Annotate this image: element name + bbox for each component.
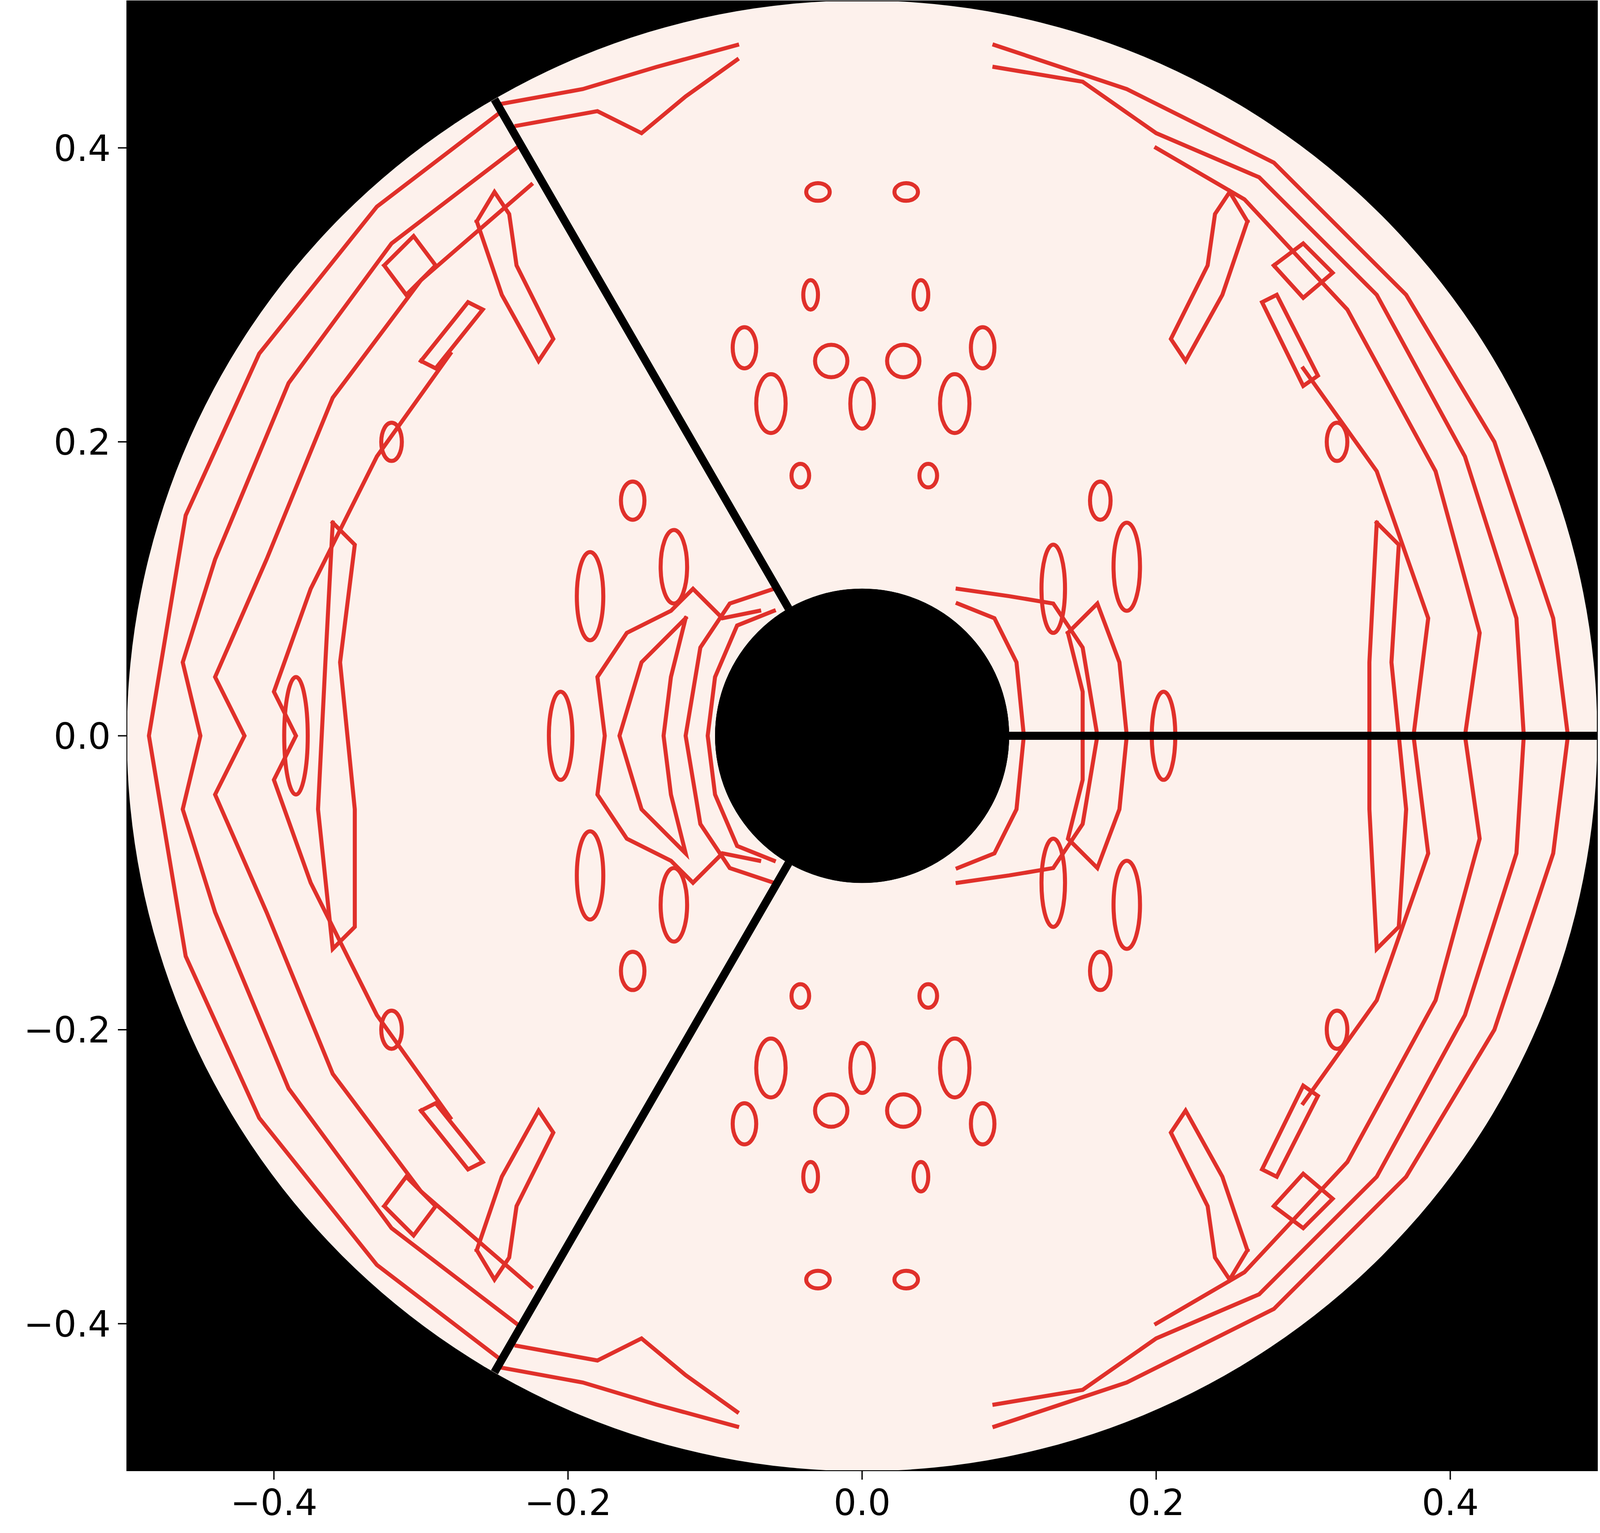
contour-loop xyxy=(1326,422,1348,461)
contour-loop xyxy=(732,327,756,369)
x-tick-label: 0.4 xyxy=(1421,1481,1479,1524)
contour-line xyxy=(1261,294,1319,386)
contour-line xyxy=(215,184,532,1288)
contour-loop xyxy=(660,867,688,942)
y-tick xyxy=(117,1322,127,1325)
contour-line xyxy=(182,147,517,1324)
contour-loop xyxy=(919,984,937,1008)
contour-line xyxy=(1170,191,1248,361)
sector-boundary xyxy=(494,99,789,609)
sector-boundary xyxy=(494,862,789,1373)
contour-loop xyxy=(381,422,402,461)
contour-line xyxy=(384,1176,436,1236)
contour-loop xyxy=(850,1042,874,1093)
y-tick-label: 0.0 xyxy=(53,715,111,758)
x-tick-label: −0.2 xyxy=(524,1481,612,1524)
y-tick xyxy=(117,735,127,737)
contour-loop xyxy=(815,1094,848,1127)
y-tick xyxy=(117,441,127,443)
contour-line xyxy=(420,302,483,369)
y-tick-label: 0.4 xyxy=(53,127,111,170)
contour-loop xyxy=(887,1094,920,1127)
contour-line xyxy=(476,1110,554,1280)
x-tick xyxy=(1449,1470,1452,1480)
x-tick-label: 0.0 xyxy=(833,1481,891,1524)
contour-loop xyxy=(548,691,573,781)
contour-line xyxy=(273,353,451,1119)
contour-loop xyxy=(887,344,920,378)
contour-line xyxy=(1273,1173,1333,1228)
plot-area xyxy=(126,0,1598,1471)
contour-line xyxy=(619,618,686,854)
contour-loop xyxy=(732,1103,756,1145)
contour-loop xyxy=(913,280,929,310)
contour-line xyxy=(501,44,738,104)
contour-loop xyxy=(791,984,810,1008)
chart: −0.4 −0.2 0.0 0.2 0.4 −0.4 −0.2 0.0 0.2 0.4 xyxy=(0,0,1600,1533)
contour-loop xyxy=(381,1010,402,1049)
y-tick-label: 0.2 xyxy=(53,421,111,464)
contour-loop xyxy=(940,1038,970,1098)
contour-loop xyxy=(1326,1010,1348,1049)
contour-loop xyxy=(576,831,604,920)
contour-loop xyxy=(660,529,688,604)
contour-loop xyxy=(1089,481,1111,520)
contour-loop xyxy=(894,182,918,201)
contour-loop xyxy=(850,378,874,429)
y-tick xyxy=(117,1028,127,1031)
contour-loop xyxy=(971,327,995,369)
annulus xyxy=(126,0,1598,1471)
contour-loop xyxy=(1113,860,1141,950)
x-tick-label: 0.2 xyxy=(1127,1481,1185,1524)
contour-loop xyxy=(806,1270,830,1288)
contour-loop xyxy=(913,1162,929,1192)
contour-loop xyxy=(971,1103,995,1145)
contour-line xyxy=(501,1367,738,1427)
x-tick-label: −0.4 xyxy=(230,1481,318,1524)
contour-loop xyxy=(1041,838,1065,927)
contour-loop xyxy=(1113,522,1141,612)
contour-line xyxy=(420,1103,483,1170)
contour-line xyxy=(516,1338,738,1412)
sector-boundary xyxy=(1009,731,1598,740)
contour-loop xyxy=(791,463,810,488)
contour-line xyxy=(1273,243,1333,298)
contour-loop xyxy=(940,374,970,434)
x-tick xyxy=(1155,1470,1158,1480)
contour-line xyxy=(1261,1085,1319,1177)
x-tick xyxy=(567,1470,569,1480)
x-tick xyxy=(273,1470,275,1480)
inner-hole xyxy=(715,588,1010,883)
contour-loop xyxy=(815,344,848,378)
contour-loop xyxy=(1089,951,1111,990)
contour-line xyxy=(317,522,355,950)
contour-loop xyxy=(919,463,937,488)
contour-loop xyxy=(806,182,830,201)
contour-line xyxy=(1170,1110,1248,1280)
contour-loop xyxy=(756,374,786,434)
contour-loop xyxy=(576,551,604,641)
contour-line xyxy=(476,191,554,361)
contour-loop xyxy=(803,1162,819,1192)
contour-loop xyxy=(1041,544,1065,634)
contour-loop xyxy=(284,676,308,795)
contour-loop xyxy=(620,951,645,990)
y-tick-label: −0.4 xyxy=(23,1303,111,1345)
contour-loop xyxy=(756,1038,786,1098)
contour-line xyxy=(384,236,436,295)
contour-loop xyxy=(894,1270,918,1288)
x-tick xyxy=(861,1470,863,1480)
plot-background xyxy=(126,0,1598,1471)
y-tick-label: −0.2 xyxy=(23,1009,111,1051)
contour-loop xyxy=(620,481,645,520)
y-tick xyxy=(117,147,127,149)
contour-line xyxy=(516,59,738,134)
plot-frame xyxy=(126,0,1598,1471)
contour-loop xyxy=(803,280,819,310)
